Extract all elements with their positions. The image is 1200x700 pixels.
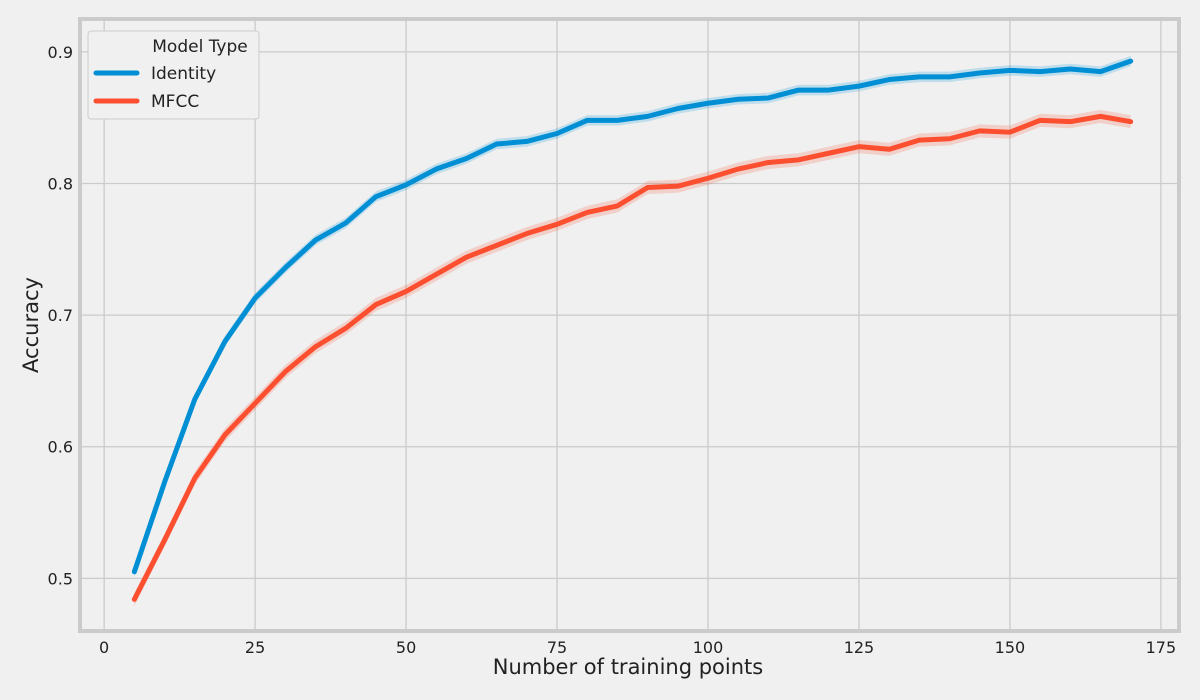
legend-label-identity: Identity	[151, 64, 216, 84]
x-tick-label: 175	[1146, 638, 1177, 657]
legend-box	[87, 30, 260, 120]
x-tick-label: 25	[245, 638, 265, 657]
y-tick-label: 0.8	[48, 175, 73, 194]
x-tick-label: 100	[693, 638, 724, 657]
x-tick-label: 125	[844, 638, 875, 657]
series-line-mfcc	[131, 113, 1134, 602]
y-tick-label: 0.9	[48, 43, 73, 62]
x-tick-label: 50	[396, 638, 416, 657]
series-lines	[131, 58, 1134, 602]
legend-title: Model Type	[152, 37, 248, 57]
x-axis-title: Number of training points	[493, 655, 763, 679]
x-tick-label: 0	[99, 638, 109, 657]
y-tick-label: 0.6	[48, 438, 73, 457]
legend-label-mfcc: MFCC	[151, 92, 199, 112]
x-tick-label: 150	[995, 638, 1026, 657]
x-tick-label: 75	[547, 638, 567, 657]
legend: Model Type Identity MFCC	[87, 30, 260, 120]
grid-lines	[80, 19, 1179, 631]
y-axis-title: Accuracy	[19, 277, 43, 373]
y-tick-labels: 0.5 0.6 0.7 0.8 0.9	[48, 43, 73, 588]
series-line-identity	[131, 58, 1134, 575]
x-tick-labels: 0 25 50 75 100 125 150 175	[99, 638, 1176, 657]
y-tick-label: 0.7	[48, 306, 73, 325]
y-tick-label: 0.5	[48, 569, 73, 588]
